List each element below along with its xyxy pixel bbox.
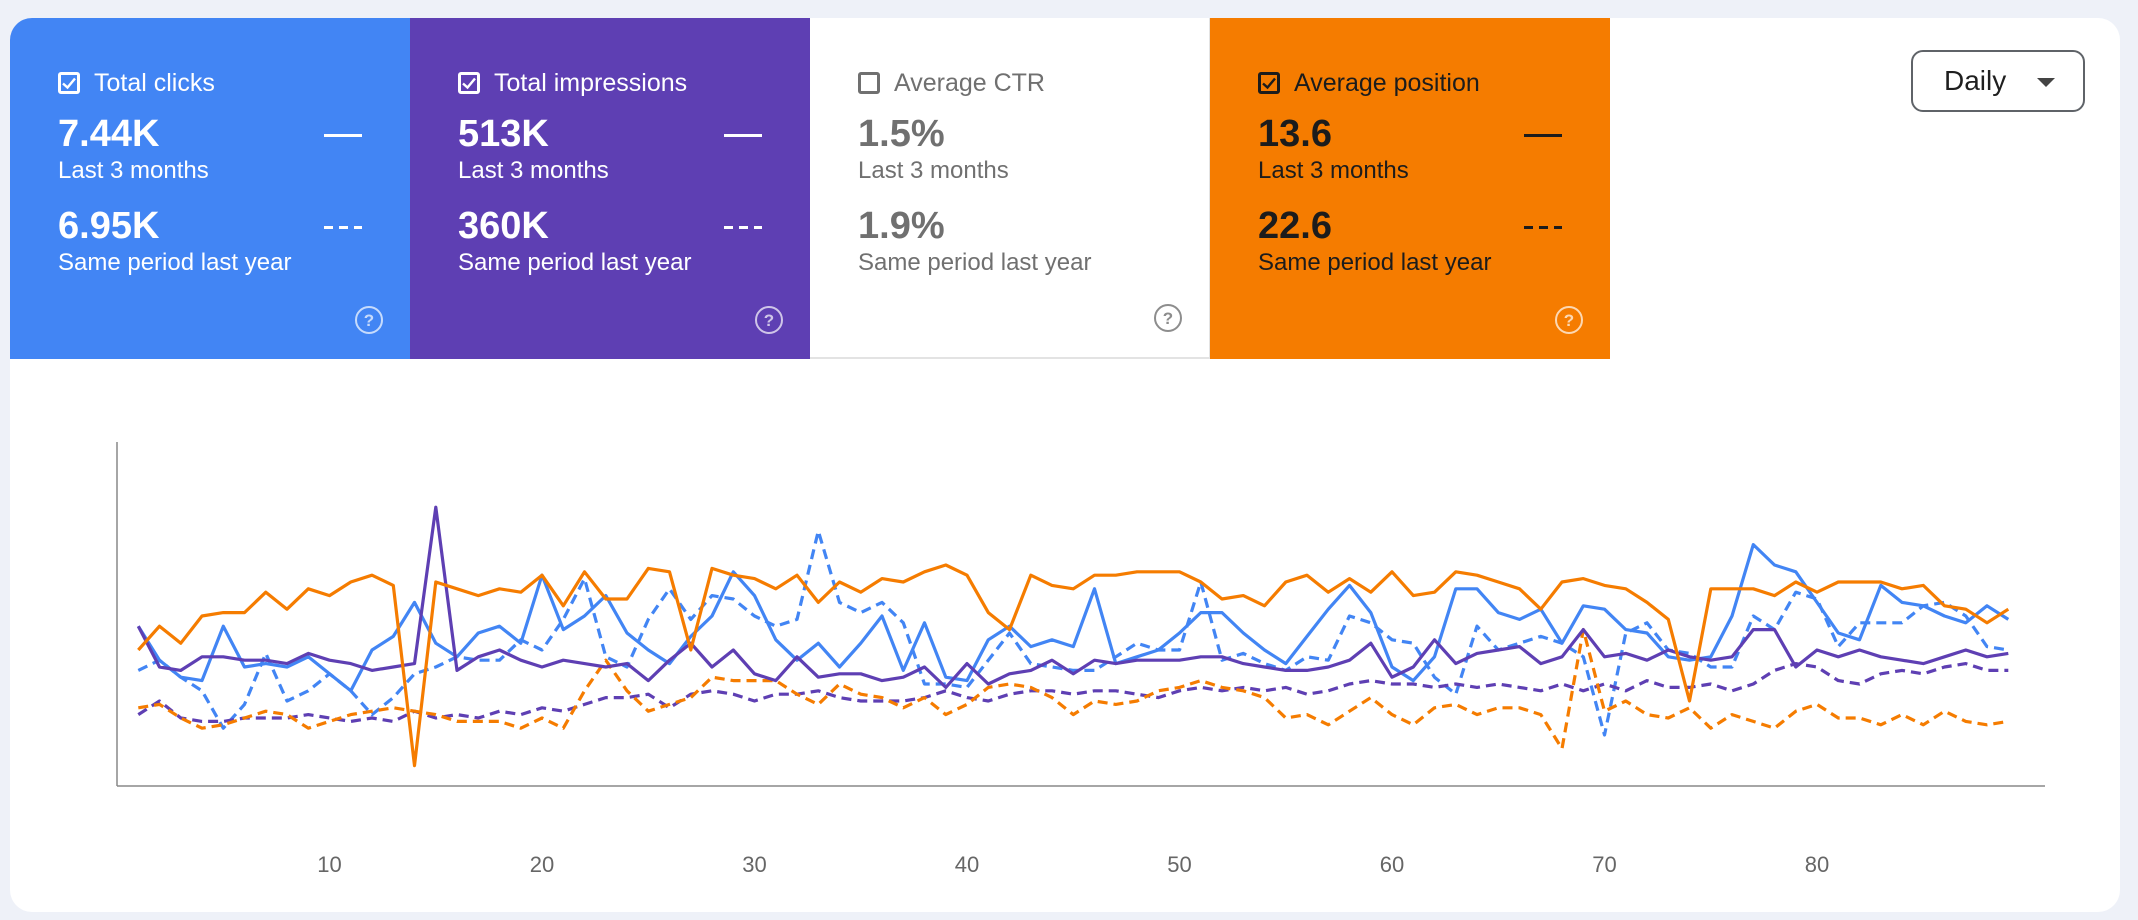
- card-total-clicks[interactable]: Total clicks 7.44K Last 3 months 6.95K S…: [10, 18, 410, 359]
- checkbox-unchecked-icon[interactable]: [858, 72, 880, 94]
- legend-dashed-line: [724, 226, 762, 229]
- compare-period: Same period last year: [1258, 248, 1610, 278]
- svg-text:?: ?: [764, 311, 774, 330]
- checkbox-checked-icon[interactable]: [58, 72, 80, 94]
- legend-solid-line: [1524, 134, 1562, 137]
- card-title: Total impressions: [494, 69, 687, 98]
- legend-solid-line: [724, 134, 762, 137]
- card-title: Average position: [1294, 69, 1480, 98]
- metric-period: Last 3 months: [58, 156, 410, 186]
- x-tick-label: 70: [1592, 852, 1616, 877]
- dropdown-label: Daily: [1944, 65, 2006, 97]
- series-line-pos_current: [138, 565, 2008, 766]
- x-tick-label: 20: [530, 852, 554, 877]
- x-tick-label: 80: [1805, 852, 1829, 877]
- help-icon[interactable]: ?: [354, 305, 384, 335]
- metric-period: Last 3 months: [458, 156, 810, 186]
- compare-period: Same period last year: [58, 248, 410, 278]
- series-line-impr_current: [138, 507, 2008, 687]
- checkbox-checked-icon[interactable]: [1258, 72, 1280, 94]
- svg-text:?: ?: [364, 311, 374, 330]
- x-tick-label: 10: [317, 852, 341, 877]
- card-title: Average CTR: [894, 69, 1045, 98]
- svg-text:?: ?: [1163, 309, 1173, 328]
- granularity-dropdown[interactable]: Daily: [1911, 50, 2085, 112]
- svg-text:?: ?: [1564, 311, 1574, 330]
- caret-down-icon: [2037, 78, 2055, 87]
- legend-dashed-line: [1524, 226, 1562, 229]
- metric-cards: Total clicks 7.44K Last 3 months 6.95K S…: [10, 18, 1610, 359]
- compare-period: Same period last year: [458, 248, 810, 278]
- x-tick-label: 30: [742, 852, 766, 877]
- metric-value: 1.5%: [858, 112, 1209, 156]
- compare-period: Same period last year: [858, 248, 1209, 278]
- checkbox-checked-icon[interactable]: [458, 72, 480, 94]
- x-tick-label: 40: [955, 852, 979, 877]
- performance-panel: Total clicks 7.44K Last 3 months 6.95K S…: [10, 18, 2120, 912]
- card-average-position[interactable]: Average position 13.6 Last 3 months 22.6…: [1210, 18, 1610, 359]
- x-tick-label: 60: [1380, 852, 1404, 877]
- help-icon[interactable]: ?: [1554, 305, 1584, 335]
- card-average-ctr[interactable]: Average CTR 1.5% Last 3 months 1.9% Same…: [810, 18, 1210, 359]
- card-total-impressions[interactable]: Total impressions 513K Last 3 months 360…: [410, 18, 810, 359]
- compare-value: 1.9%: [858, 204, 1209, 248]
- help-icon[interactable]: ?: [754, 305, 784, 335]
- card-title: Total clicks: [94, 69, 215, 98]
- legend-solid-line: [324, 134, 362, 137]
- metric-period: Last 3 months: [1258, 156, 1610, 186]
- x-tick-label: 50: [1167, 852, 1191, 877]
- help-icon[interactable]: ?: [1153, 303, 1183, 333]
- legend-dashed-line: [324, 226, 362, 229]
- performance-chart: 10 20 30 40 50 60 70 80: [10, 408, 2120, 888]
- metric-period: Last 3 months: [858, 156, 1209, 186]
